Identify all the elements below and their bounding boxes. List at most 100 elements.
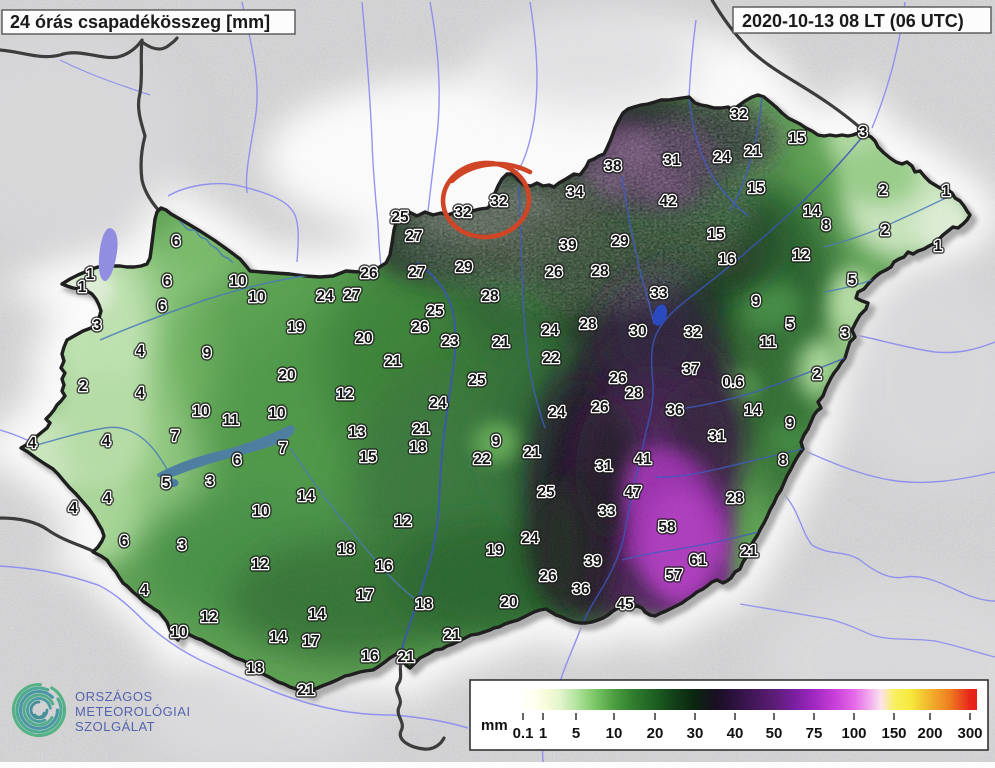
svg-text:37: 37 bbox=[682, 361, 699, 378]
svg-text:METEOROLÓGIAI: METEOROLÓGIAI bbox=[75, 704, 191, 719]
svg-text:21: 21 bbox=[384, 353, 402, 370]
svg-text:9: 9 bbox=[786, 415, 795, 432]
svg-text:9: 9 bbox=[786, 415, 795, 432]
svg-text:38: 38 bbox=[604, 158, 622, 175]
svg-text:40: 40 bbox=[727, 725, 744, 742]
svg-text:19: 19 bbox=[287, 319, 305, 336]
svg-text:3: 3 bbox=[206, 473, 215, 490]
svg-text:13: 13 bbox=[348, 424, 366, 441]
svg-text:25: 25 bbox=[426, 303, 444, 320]
svg-text:21: 21 bbox=[523, 444, 541, 461]
svg-text:26: 26 bbox=[539, 568, 557, 585]
svg-text:6: 6 bbox=[163, 273, 172, 290]
svg-text:16: 16 bbox=[375, 558, 393, 575]
svg-text:26: 26 bbox=[609, 370, 627, 387]
svg-text:21: 21 bbox=[492, 334, 510, 351]
svg-text:18: 18 bbox=[246, 660, 264, 677]
svg-text:25: 25 bbox=[426, 303, 444, 320]
svg-text:300: 300 bbox=[957, 725, 982, 742]
svg-text:10: 10 bbox=[170, 624, 187, 641]
svg-text:26: 26 bbox=[591, 399, 609, 416]
svg-text:1: 1 bbox=[78, 279, 87, 296]
svg-text:27: 27 bbox=[408, 264, 425, 281]
svg-text:2: 2 bbox=[881, 222, 890, 239]
svg-text:4: 4 bbox=[28, 435, 37, 452]
svg-text:28: 28 bbox=[591, 263, 609, 280]
svg-text:14: 14 bbox=[744, 402, 762, 419]
svg-text:36: 36 bbox=[666, 402, 684, 419]
svg-text:30: 30 bbox=[629, 323, 646, 340]
svg-text:4: 4 bbox=[103, 490, 112, 507]
svg-text:21: 21 bbox=[397, 649, 415, 666]
svg-text:0.6: 0.6 bbox=[722, 374, 744, 391]
svg-text:5: 5 bbox=[786, 316, 795, 333]
svg-text:4: 4 bbox=[69, 500, 78, 517]
svg-text:24: 24 bbox=[521, 530, 539, 547]
svg-text:4: 4 bbox=[102, 433, 111, 450]
svg-text:21: 21 bbox=[744, 143, 762, 160]
svg-text:3: 3 bbox=[178, 537, 187, 554]
svg-text:24: 24 bbox=[541, 322, 559, 339]
svg-text:18: 18 bbox=[246, 660, 264, 677]
svg-text:24: 24 bbox=[429, 395, 447, 412]
svg-text:14: 14 bbox=[308, 606, 326, 623]
svg-text:25: 25 bbox=[391, 209, 409, 226]
svg-text:24 órás csapadékösszeg [mm]: 24 órás csapadékösszeg [mm] bbox=[10, 12, 270, 32]
svg-text:15: 15 bbox=[747, 180, 765, 197]
svg-text:11: 11 bbox=[760, 334, 777, 351]
svg-text:9: 9 bbox=[752, 293, 761, 310]
svg-text:34: 34 bbox=[566, 184, 584, 201]
svg-text:39: 39 bbox=[584, 553, 602, 570]
svg-text:26: 26 bbox=[591, 399, 609, 416]
svg-text:47: 47 bbox=[624, 484, 641, 501]
svg-text:2020-10-13 08 LT (06 UTC): 2020-10-13 08 LT (06 UTC) bbox=[742, 11, 964, 31]
svg-text:21: 21 bbox=[412, 421, 430, 438]
svg-text:4: 4 bbox=[136, 385, 145, 402]
svg-text:58: 58 bbox=[658, 519, 676, 536]
svg-text:33: 33 bbox=[650, 285, 668, 302]
svg-text:20: 20 bbox=[500, 594, 517, 611]
svg-text:6: 6 bbox=[163, 273, 172, 290]
svg-text:18: 18 bbox=[337, 541, 355, 558]
svg-text:8: 8 bbox=[779, 452, 788, 469]
svg-text:20: 20 bbox=[500, 594, 517, 611]
svg-text:9: 9 bbox=[752, 293, 761, 310]
svg-text:33: 33 bbox=[598, 503, 616, 520]
svg-text:17: 17 bbox=[302, 633, 319, 650]
svg-text:42: 42 bbox=[659, 193, 676, 210]
svg-text:10: 10 bbox=[170, 624, 187, 641]
svg-text:14: 14 bbox=[269, 629, 287, 646]
svg-text:24: 24 bbox=[541, 322, 559, 339]
svg-text:26: 26 bbox=[360, 265, 378, 282]
svg-text:3: 3 bbox=[859, 124, 868, 141]
svg-text:8: 8 bbox=[779, 452, 788, 469]
svg-text:14: 14 bbox=[803, 203, 821, 220]
svg-text:200: 200 bbox=[917, 725, 942, 742]
svg-text:15: 15 bbox=[788, 130, 806, 147]
svg-text:10: 10 bbox=[252, 503, 269, 520]
svg-text:28: 28 bbox=[579, 316, 597, 333]
svg-text:32: 32 bbox=[730, 106, 747, 123]
svg-text:18: 18 bbox=[415, 596, 433, 613]
svg-text:4: 4 bbox=[136, 343, 145, 360]
svg-text:14: 14 bbox=[297, 488, 315, 505]
svg-text:21: 21 bbox=[384, 353, 402, 370]
svg-text:22: 22 bbox=[542, 350, 559, 367]
svg-text:27: 27 bbox=[408, 264, 425, 281]
svg-text:16: 16 bbox=[361, 648, 379, 665]
svg-text:28: 28 bbox=[726, 490, 744, 507]
svg-text:28: 28 bbox=[625, 385, 643, 402]
svg-text:6: 6 bbox=[172, 233, 181, 250]
svg-text:50: 50 bbox=[766, 725, 783, 742]
svg-text:24: 24 bbox=[429, 395, 447, 412]
svg-text:26: 26 bbox=[539, 568, 557, 585]
svg-text:24: 24 bbox=[521, 530, 539, 547]
svg-text:10: 10 bbox=[268, 405, 285, 422]
svg-text:4: 4 bbox=[140, 582, 149, 599]
svg-text:21: 21 bbox=[744, 143, 762, 160]
svg-text:3: 3 bbox=[841, 325, 850, 342]
svg-text:15: 15 bbox=[747, 180, 765, 197]
svg-text:100: 100 bbox=[841, 725, 866, 742]
svg-text:14: 14 bbox=[308, 606, 326, 623]
svg-text:41: 41 bbox=[634, 451, 652, 468]
